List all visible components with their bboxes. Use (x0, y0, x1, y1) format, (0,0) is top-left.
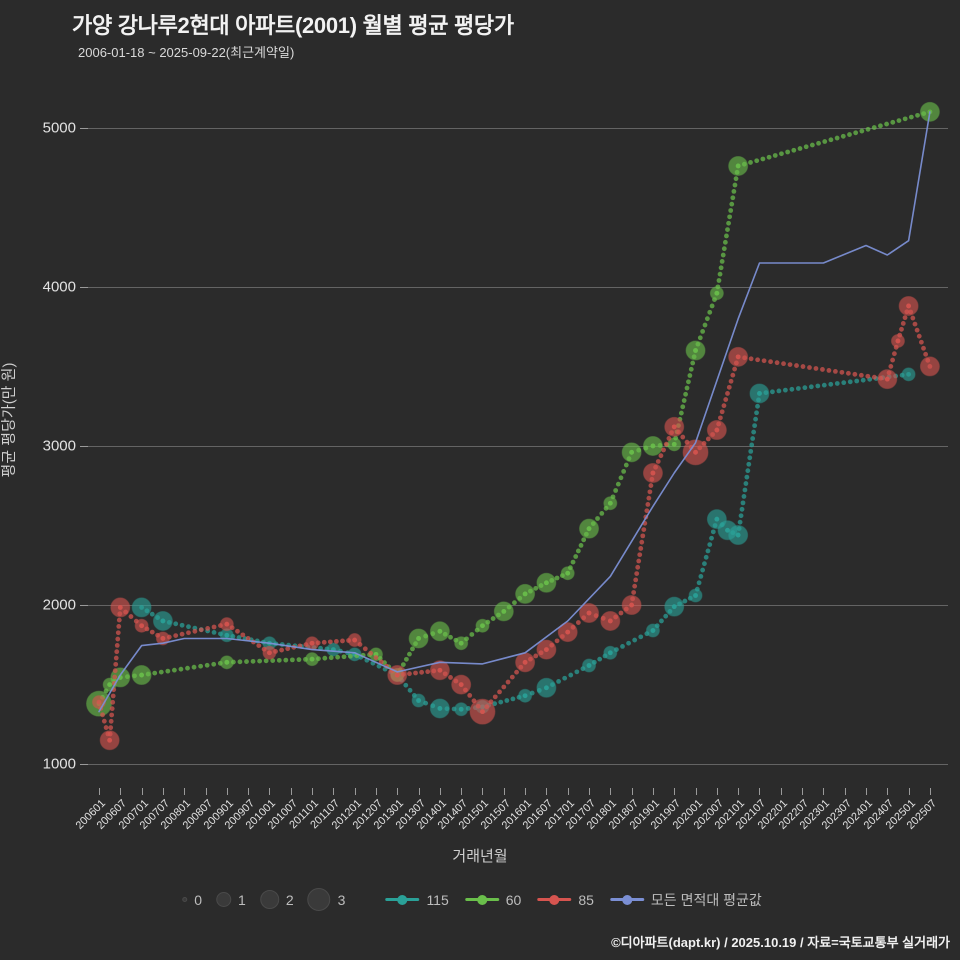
x-axis-tick (716, 788, 718, 795)
x-axis-tick (312, 788, 314, 795)
x-axis-tick (908, 788, 910, 795)
x-axis-tick (589, 788, 591, 795)
y-axis-tick-label: 1000 (42, 755, 76, 773)
x-axis-tick (205, 788, 207, 795)
x-axis-tick (546, 788, 548, 795)
page-title: 가양 강나루2현대 아파트(2001) 월별 평균 평당가 (72, 13, 514, 38)
x-axis-tick (780, 788, 782, 795)
y-axis-title: 평균 평당가(만 원) (0, 362, 18, 478)
chart-canvas (86, 101, 940, 751)
gridline (88, 764, 948, 766)
x-axis-title: 거래년월 (452, 848, 508, 865)
legend-series-line-icon (537, 894, 572, 905)
plot-area: 1000 2000 3000 4000 5000 (43, 88, 948, 788)
series-60 (86, 101, 940, 717)
x-axis-tick (865, 788, 867, 795)
legend-size-bubble-icon (216, 892, 232, 907)
x-axis-tick (929, 788, 931, 795)
legend-series-item-모든-면적대-평균값[interactable]: 모든 면적대 평균값 (609, 890, 762, 910)
y-axis-tick-label: 3000 (42, 437, 76, 455)
x-axis-tick (887, 788, 889, 795)
legend-size-item[interactable]: 0 (182, 892, 202, 908)
y-axis-tick-label: 4000 (42, 278, 76, 296)
legend-size-item[interactable]: 2 (259, 890, 294, 909)
x-axis-tick (610, 788, 612, 795)
x-axis-tick (226, 788, 228, 795)
series-모든-면적대-평균값 (98, 111, 931, 713)
legend-size-item[interactable]: 3 (307, 888, 346, 911)
legend-series-line-icon (609, 894, 644, 905)
legend-series-line-icon (385, 894, 420, 905)
legend-series-line-icon (464, 894, 499, 905)
x-axis-tick (567, 788, 569, 795)
gridline (88, 127, 948, 129)
legend-size-bubble-icon (182, 897, 188, 902)
x-axis-tick (141, 788, 143, 795)
x-axis-tick (503, 788, 505, 795)
legend-series-label: 모든 면적대 평균값 (650, 891, 762, 908)
x-axis-tick (120, 788, 122, 795)
x-axis-tick (418, 788, 420, 795)
footer-credit: ©디아파트(dapt.kr) / 2025.10.19 / 자료=국토교통부 실… (611, 935, 950, 950)
gridline (88, 286, 948, 288)
series-85 (92, 295, 940, 751)
x-axis-tick (397, 788, 399, 795)
legend-series-item-60[interactable]: 60 (464, 891, 522, 908)
legend-size-bubble-icon (259, 890, 279, 909)
x-axis-tick (99, 788, 100, 795)
legend-size-label: 1 (238, 891, 246, 908)
x-axis-tick (631, 788, 633, 795)
legend-size-label: 2 (285, 891, 294, 908)
x-axis-tick (269, 788, 271, 795)
x-axis-ticks (88, 788, 948, 800)
x-axis-tick (759, 788, 761, 795)
gridline (88, 445, 948, 447)
x-axis-tick (375, 788, 377, 795)
y-axis-tick (80, 445, 88, 447)
legend-size-bubble-icon (307, 888, 331, 911)
y-axis-tick (80, 127, 88, 129)
x-axis-tick (461, 788, 463, 795)
legend-series-item-85[interactable]: 85 (537, 892, 594, 908)
x-axis-tick (248, 788, 250, 795)
y-axis-tick-label: 2000 (42, 596, 76, 614)
x-axis-tick (439, 788, 441, 795)
x-axis-tick (482, 788, 484, 795)
x-axis-tick (674, 788, 676, 795)
chart-legend: 0 1 2 3 115 60 85 모든 면적대 평균값 (0, 888, 960, 918)
x-axis-tick (844, 788, 846, 795)
x-axis-tick (695, 788, 697, 795)
x-axis-tick (802, 788, 804, 795)
legend-size-label: 3 (337, 891, 346, 908)
page-subtitle: 2006-01-18 ~ 2025-09-22(최근계약일) (78, 45, 295, 60)
x-axis-tick (290, 788, 292, 795)
legend-series-label: 115 (426, 891, 449, 908)
x-axis-tick (162, 788, 164, 795)
x-axis-tick (525, 788, 527, 795)
legend-size-label: 0 (194, 891, 203, 908)
gridline (88, 605, 948, 607)
x-axis-tick (823, 788, 825, 795)
legend-series-item-115[interactable]: 115 (385, 891, 449, 908)
legend-series-label: 60 (505, 891, 522, 908)
legend-size-item[interactable]: 1 (216, 892, 246, 908)
x-axis-tick (354, 788, 356, 795)
x-axis-tick (333, 788, 335, 795)
x-axis-tick (184, 788, 186, 795)
y-axis-tick-label: 5000 (42, 119, 76, 137)
y-axis-tick (80, 286, 88, 288)
x-axis-tick (738, 788, 740, 795)
legend-series-label: 85 (578, 891, 594, 908)
y-axis-tick (80, 605, 88, 607)
x-axis-tick (652, 788, 654, 795)
y-axis-tick (80, 764, 88, 766)
